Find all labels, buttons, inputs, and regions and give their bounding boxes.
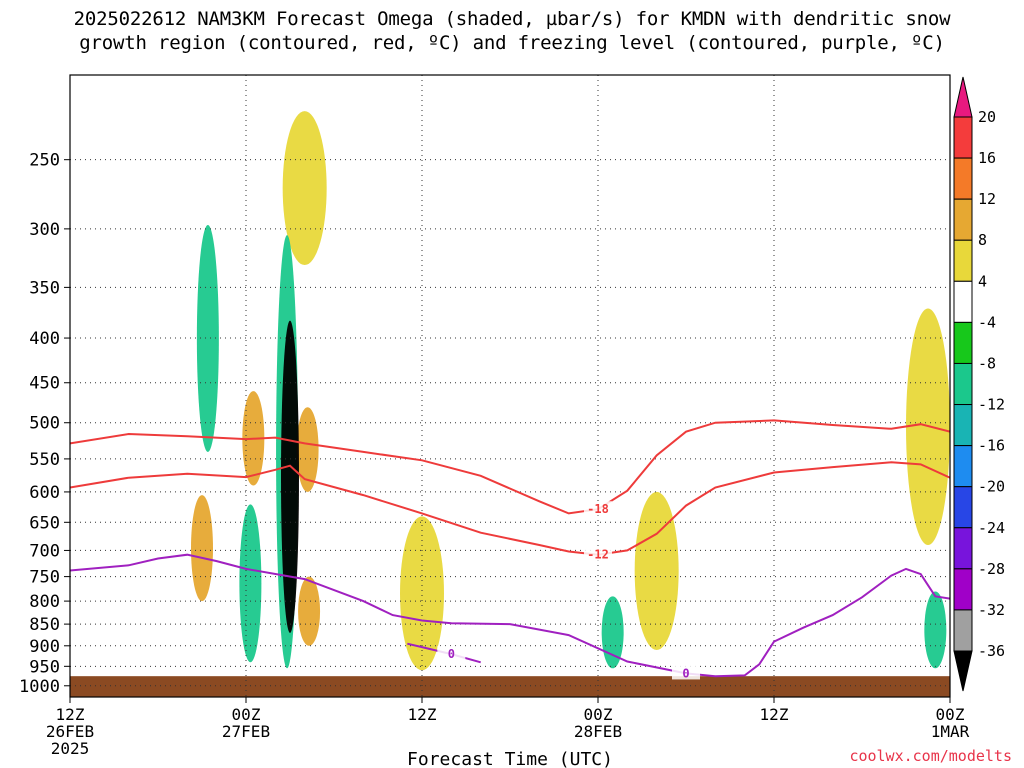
x-tick-year-0: 2025 [51, 739, 90, 758]
plot-frame [69, 74, 951, 698]
x-axis-title: Forecast Time (UTC) [407, 749, 613, 768]
omega-region-1 [400, 516, 444, 671]
omega-region-8 [924, 591, 947, 669]
colorbar-bin-13 [953, 609, 973, 652]
colorbar-label-13: -36 [978, 642, 1005, 660]
y-tick-label-400: 400 [29, 329, 60, 349]
colorbar-label-3: 8 [978, 231, 987, 249]
omega-region-5 [196, 225, 219, 452]
colorbar-label-4: 4 [978, 272, 987, 290]
contour-label-bg-1 [584, 546, 612, 561]
colorbar-label-6: -8 [978, 354, 996, 372]
y-tick-label-500: 500 [29, 414, 60, 434]
y-tick-label-650: 650 [29, 513, 60, 533]
colorbar-bin-11 [953, 527, 973, 570]
omega-region-7 [601, 596, 624, 669]
y-tick-label-800: 800 [29, 592, 60, 612]
x-tick-label-60: 00Z [936, 705, 965, 724]
colorbar-label-2: 12 [978, 190, 996, 208]
colorbar-bin-7 [953, 362, 973, 406]
contour-label-0: -18 [587, 502, 609, 516]
x-tick-date-0: 26FEB [46, 722, 94, 741]
contour-line-1 [70, 461, 950, 556]
omega-region-13 [281, 320, 299, 633]
x-tick-date-60: 1MAR [931, 722, 970, 741]
colorbar-label-1: 16 [978, 149, 996, 167]
y-tick-label-1000: 1000 [19, 677, 60, 697]
colorbar-label-0: 20 [978, 108, 996, 126]
y-tick-label-900: 900 [29, 637, 60, 657]
x-tick-label-24: 12Z [408, 705, 437, 724]
colorbar-bin-4 [953, 239, 973, 282]
colorbar-top-triangle [953, 76, 973, 118]
contour-label-bg-2 [672, 665, 700, 680]
colorbar-bin-9 [953, 445, 973, 488]
contour-line-2 [70, 553, 950, 678]
colorbar-label-9: -20 [978, 478, 1005, 496]
colorbar-label-11: -28 [978, 560, 1005, 578]
contour-label-1: -12 [587, 548, 609, 562]
omega-region-6 [239, 504, 262, 663]
colorbar-label-7: -12 [978, 396, 1005, 414]
colorbar-bin-10 [953, 486, 973, 529]
y-tick-label-350: 350 [29, 278, 60, 298]
x-tick-label-12: 00Z [232, 705, 261, 724]
colorbar-bin-5 [953, 280, 973, 323]
colorbar-label-5: -4 [978, 313, 996, 331]
colorbar-bin-8 [953, 404, 973, 447]
x-tick-date-36: 28FEB [574, 722, 622, 741]
y-tick-label-600: 600 [29, 483, 60, 503]
x-tick-date-12: 27FEB [222, 722, 270, 741]
x-tick-label-0: 12Z [56, 705, 85, 724]
contour-label-2: 0 [682, 666, 689, 680]
omega-region-2 [634, 491, 679, 650]
colorbar-label-8: -16 [978, 437, 1005, 455]
contour-label-3: 0 [448, 647, 455, 661]
contour-line-3 [407, 642, 481, 664]
colorbar-bin-12 [953, 568, 973, 611]
omega-region-9 [296, 407, 319, 492]
x-tick-label-48: 12Z [760, 705, 789, 724]
colorbar-label-12: -32 [978, 601, 1005, 619]
colorbar-bin-2 [953, 157, 973, 200]
y-tick-label-300: 300 [29, 220, 60, 240]
colorbar-bottom-triangle [953, 650, 973, 692]
y-tick-label-750: 750 [29, 568, 60, 588]
y-tick-label-250: 250 [29, 151, 60, 171]
y-tick-label-850: 850 [29, 615, 60, 635]
x-tick-label-36: 00Z [584, 705, 613, 724]
colorbar-label-10: -24 [978, 519, 1005, 537]
ground-surface [70, 676, 950, 697]
chart-title-line-1: 2025022612 NAM3KM Forecast Omega (shaded… [73, 8, 951, 30]
y-tick-label-950: 950 [29, 657, 60, 677]
contour-line-0 [70, 419, 950, 515]
omega-region-11 [191, 495, 213, 602]
chart-title-line-2: growth region (contoured, red, ºC) and f… [79, 32, 945, 54]
colorbar-bin-6 [953, 321, 973, 364]
contour-label-bg-3 [437, 646, 466, 661]
source-credit: coolwx.com/modelts [849, 747, 1012, 765]
y-tick-label-450: 450 [29, 374, 60, 394]
omega-region-12 [298, 576, 321, 646]
y-tick-label-550: 550 [29, 450, 60, 470]
omega-region-0 [282, 111, 327, 266]
y-tick-label-700: 700 [29, 541, 60, 561]
colorbar-bin-3 [953, 198, 973, 241]
contour-label-bg-0 [584, 501, 612, 516]
colorbar-bin-1 [953, 116, 973, 159]
